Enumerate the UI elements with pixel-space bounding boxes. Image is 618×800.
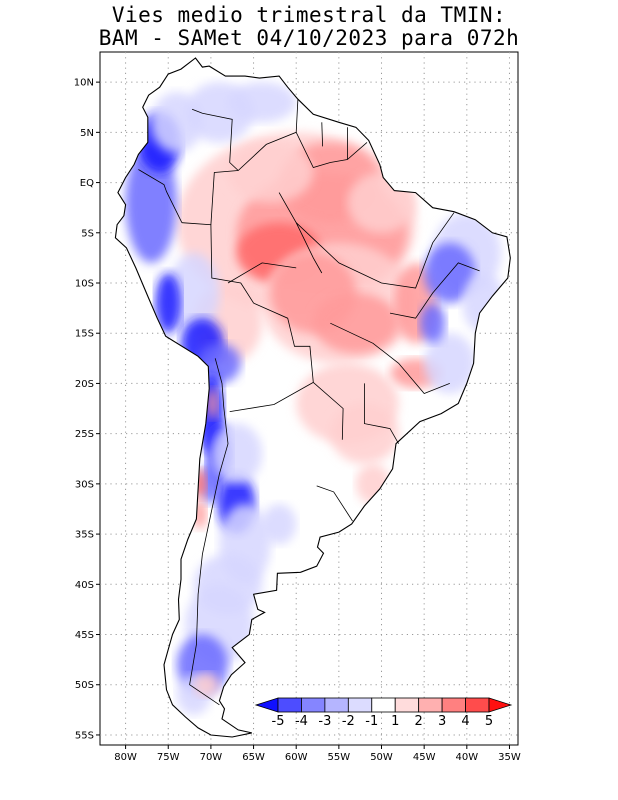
border-line: [227, 262, 297, 284]
colorbar-label: -4: [295, 714, 308, 729]
colorbar-label: 3: [438, 714, 446, 729]
bias-region: [168, 252, 220, 334]
border-line: [389, 262, 480, 319]
border-line: [189, 406, 229, 706]
border-line: [364, 383, 399, 444]
colorbar-label: -2: [342, 714, 355, 729]
colorbar-arrow-high: [488, 697, 513, 713]
bias-region: [155, 272, 182, 334]
longitude-labels: 80W 75W 70W 65W 60W 55W 50W 45W 40W 35W: [114, 745, 521, 763]
lon-label: 35W: [498, 752, 521, 763]
bias-region: [262, 503, 297, 545]
bias-region: [192, 468, 207, 499]
border-line: [295, 132, 368, 168]
border-line: [330, 322, 450, 394]
border-line: [295, 212, 455, 289]
map-frame: [99, 51, 519, 746]
bias-region: [200, 463, 222, 504]
colorbar-label: -5: [272, 714, 285, 729]
lat-label: 20S: [75, 379, 94, 390]
colorbar-box: [465, 697, 490, 713]
lat-label: 30S: [75, 479, 94, 490]
lon-label: 50W: [370, 752, 393, 763]
colorbar: -5 -4 -3 -2 -1 1 2 3 4 5: [254, 697, 513, 729]
colorbar-box: [441, 697, 466, 713]
colorbar-label: 1: [391, 714, 399, 729]
lat-label: 45S: [75, 630, 94, 641]
border-line: [214, 358, 225, 407]
bias-region: [462, 272, 506, 334]
lat-label: 55S: [75, 730, 94, 741]
lat-label: 5N: [80, 128, 94, 139]
border-line: [191, 108, 239, 171]
colorbar-arrow-low: [254, 697, 279, 713]
lon-label: 65W: [242, 752, 265, 763]
lat-label: 5S: [81, 228, 94, 239]
lat-label: EQ: [80, 178, 94, 189]
bias-region: [125, 142, 177, 263]
bias-region: [330, 403, 399, 464]
bias-region: [207, 388, 218, 419]
colorbar-label: 5: [485, 714, 493, 729]
lon-label: 80W: [114, 752, 137, 763]
lon-label: 45W: [413, 752, 436, 763]
lat-label: 10N: [74, 78, 94, 89]
bias-region: [355, 463, 391, 504]
lon-label: 55W: [328, 752, 351, 763]
colorbar-label: -3: [318, 714, 331, 729]
border-line: [278, 192, 323, 274]
colorbar-box: [394, 697, 420, 713]
border-line: [138, 169, 183, 223]
lat-label: 15S: [75, 329, 94, 340]
coastline: [114, 57, 511, 738]
border-line: [229, 382, 314, 412]
lon-label: 40W: [456, 752, 479, 763]
bias-region: [210, 423, 263, 484]
lon-label: 75W: [157, 752, 180, 763]
border-line: [210, 99, 299, 225]
colorbar-label: -1: [365, 714, 378, 729]
bias-region: [227, 142, 314, 203]
bias-region: [192, 498, 207, 530]
colorbar-box: [418, 697, 443, 713]
bias-region: [419, 303, 446, 344]
bias-region: [347, 172, 416, 233]
lat-label: 10S: [75, 279, 94, 290]
latitude-labels: 10N 5N EQ 5S 10S 15S 20S 25S 30S 35S 40S 45S 50S 55S: [74, 78, 100, 741]
lon-label: 70W: [200, 752, 223, 763]
country-borders: [138, 99, 480, 706]
bias-region: [313, 293, 399, 354]
map-title-line-2: BAM - SAMet 04/10/2023 para 072h: [98, 26, 520, 50]
border-line: [316, 485, 353, 522]
colorbar-box: [324, 697, 349, 713]
colorbar-box: [277, 697, 302, 713]
lon-label: 60W: [285, 752, 308, 763]
colorbar-box: [371, 697, 396, 713]
lat-label: 25S: [75, 429, 94, 440]
bias-region: [424, 333, 476, 394]
colorbar-box: [347, 697, 373, 713]
lat-label: 40S: [75, 580, 94, 591]
colorbar-label: 4: [461, 714, 469, 729]
colorbar-label: 2: [415, 714, 423, 729]
bias-region: [227, 82, 297, 123]
map-title-line-1: Vies medio trimestral da TMIN:: [111, 3, 507, 27]
land-area: [114, 57, 511, 738]
bias-region: [193, 672, 220, 697]
colorbar-box: [301, 697, 326, 713]
border-line: [321, 122, 323, 147]
lat-label: 50S: [75, 680, 94, 691]
lat-label: 35S: [75, 530, 94, 541]
border-line: [181, 222, 344, 440]
